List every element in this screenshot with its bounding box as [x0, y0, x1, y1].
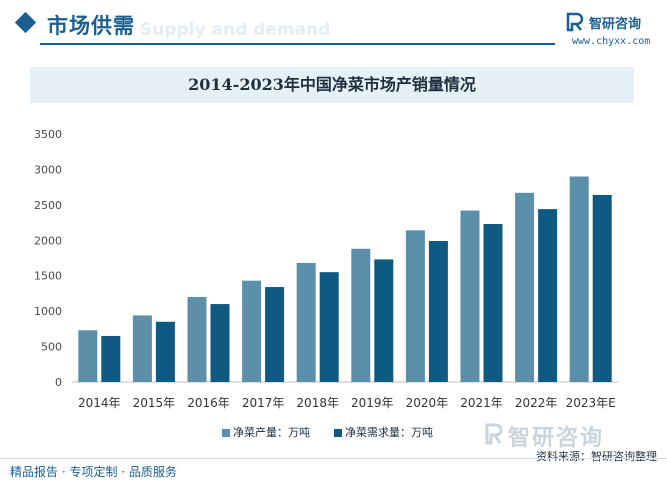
- bar-production: [296, 262, 316, 382]
- y-tick-label: 2500: [34, 199, 62, 212]
- bar-production: [405, 230, 425, 382]
- legend-swatch-demand: [334, 429, 342, 437]
- x-tick-label: 2022年: [515, 396, 558, 410]
- bar-production: [78, 330, 98, 382]
- x-tick-label: 2015年: [133, 396, 176, 410]
- bar-demand: [319, 272, 339, 382]
- chyxx-watermark-icon: [485, 423, 503, 445]
- x-tick-label: 2016年: [187, 396, 230, 410]
- bar-demand: [210, 304, 230, 382]
- y-tick-label: 1000: [34, 305, 62, 318]
- bar-production: [132, 315, 152, 382]
- header-watermark: Supply and demand: [140, 20, 331, 40]
- y-tick-label: 1500: [34, 270, 62, 283]
- legend-swatch-production: [222, 429, 230, 437]
- x-tick-label: 2020年: [406, 396, 449, 410]
- bar-demand: [374, 259, 394, 382]
- footer-bar: 精品报告 · 专项定制 · 品质服务: [0, 458, 667, 485]
- y-tick-label: 0: [55, 376, 62, 389]
- header-divider: [40, 43, 555, 45]
- bar-production: [187, 296, 207, 382]
- y-tick-label: 2000: [34, 234, 62, 247]
- data-source: 资料来源：智研咨询整理: [536, 450, 657, 463]
- bar-production: [351, 248, 371, 382]
- x-tick-label: 2023年E: [566, 396, 616, 410]
- y-tick-label: 3000: [34, 163, 62, 176]
- y-tick-label: 3500: [34, 128, 62, 141]
- x-tick-label: 2021年: [460, 396, 503, 410]
- footer-watermark-text: 智研咨询: [508, 426, 605, 451]
- legend-label-production: 净菜产量：万吨: [233, 426, 310, 439]
- brand-logo: 智研咨询 www.chyxx.com: [565, 12, 665, 52]
- bar-demand: [428, 240, 448, 382]
- bar-demand: [155, 321, 175, 382]
- chart-legend: 净菜产量：万吨 净菜需求量：万吨: [0, 424, 667, 442]
- chart-title: 2014-2023年中国净菜市场产销量情况: [188, 75, 476, 94]
- bar-production: [569, 176, 589, 382]
- bar-chart: 0 500 1000 1500 2000 2500 3000 3500 2014年 2015年 20…: [34, 128, 618, 410]
- x-tick-label: 2019年: [351, 396, 394, 410]
- chyxx-logo-icon: [566, 12, 584, 32]
- footer-watermark-logo: 智研咨询: [484, 420, 659, 451]
- brand-name: 智研咨询: [589, 17, 642, 32]
- bar-production: [242, 280, 262, 382]
- bar-demand: [483, 223, 503, 382]
- bar-production: [515, 192, 535, 382]
- bar-demand: [101, 335, 121, 382]
- x-tick-label: 2018年: [296, 396, 339, 410]
- y-tick-label: 500: [41, 341, 62, 354]
- chart-title-bar: 2014-2023年中国净菜市场产销量情况: [30, 67, 634, 103]
- bar-demand: [265, 287, 285, 382]
- legend-label-demand: 净菜需求量：万吨: [345, 426, 433, 439]
- brand-url: www.chyxx.com: [572, 36, 651, 47]
- x-tick-label: 2017年: [242, 396, 285, 410]
- bar-production: [460, 210, 480, 382]
- footer-slogan: 精品报告 · 专项定制 · 品质服务: [10, 465, 177, 479]
- page-header: Supply and demand 市场供需: [0, 0, 667, 56]
- x-tick-label: 2014年: [78, 396, 121, 410]
- bar-demand: [538, 209, 558, 382]
- bar-demand: [592, 194, 612, 382]
- page-title: 市场供需: [47, 14, 135, 38]
- diamond-icon: [14, 11, 37, 34]
